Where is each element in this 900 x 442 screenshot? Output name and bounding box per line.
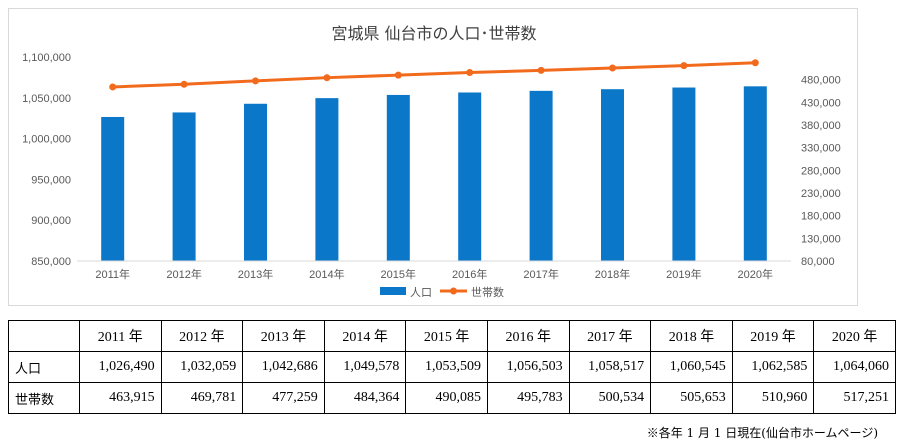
table-cell: 500,534: [568, 382, 652, 414]
table-header-cell: 2012 年: [160, 320, 244, 352]
point-households: [180, 80, 188, 88]
y-left-tick-label: 1,100,000: [22, 52, 71, 64]
x-tick-label: 2020年: [738, 267, 773, 281]
point-households: [394, 71, 402, 79]
y-right-tick-label: 180,000: [801, 211, 841, 223]
bar-population: [172, 112, 196, 262]
x-tick-label: 2013年: [238, 267, 273, 281]
table-cell: 484,364: [323, 382, 407, 414]
table-cell: 1,062,585: [731, 351, 815, 383]
table-cell: 1,026,490: [79, 351, 162, 383]
table-cell: 477,259: [242, 382, 325, 414]
table-cell: 490,085: [405, 382, 488, 414]
table-cell: 1,049,578: [323, 351, 407, 383]
y-left-tick-label: 950,000: [31, 174, 71, 186]
table-cell: 1,042,686: [242, 351, 325, 383]
population-households-chart: 宮城県 仙台市の人口･世帯数 850,000 900,000 950,000 1,000…: [22, 24, 841, 299]
table-cell: 469,781: [160, 382, 244, 414]
legend-label-population: 人口: [410, 286, 432, 299]
bar-population: [386, 94, 410, 262]
legend-swatch-population: [380, 287, 406, 295]
point-households: [466, 69, 474, 77]
y-right-tick-label: 230,000: [801, 188, 841, 200]
bar-population: [458, 92, 482, 261]
y-right-tick-label: 80,000: [801, 256, 835, 268]
table-header-cell: 2013 年: [242, 320, 325, 352]
point-households: [323, 74, 331, 82]
table-header-cell: 2019 年: [731, 320, 815, 352]
x-tick-label: 2012年: [166, 267, 201, 281]
point-households: [252, 77, 259, 85]
x-tick-label: 2015年: [381, 267, 416, 281]
table-header-cell: 2020 年: [813, 320, 896, 352]
y-right-tick-label: 480,000: [801, 75, 841, 87]
point-households: [751, 59, 759, 67]
bar-population: [672, 87, 696, 261]
table-header-row: 2011 年 2012 年 2013 年 2014 年 2015 年 2016 年 2017…: [8, 320, 896, 352]
point-households: [609, 64, 616, 72]
table-cell: 1,053,509: [405, 351, 488, 383]
x-tick-label: 2017年: [523, 267, 558, 281]
legend-marker-households: [450, 287, 457, 295]
table-cell: 495,783: [486, 382, 570, 414]
bar-population: [101, 116, 125, 261]
table-row: 人口 1,026,490 1,032,059 1,042,686 1,049,578 1,…: [8, 351, 896, 383]
table-header-cell: 2016 年: [486, 320, 570, 352]
table-row: 世帯数 463,915 469,781 477,259 484,364 490,085 49…: [8, 382, 896, 414]
y-left-tick-label: 1,000,000: [22, 134, 71, 146]
point-households: [680, 62, 688, 70]
table-header-cell: 2014 年: [323, 320, 407, 352]
y-right-tick-label: 280,000: [801, 165, 841, 177]
table-row-label: 世帯数: [8, 382, 80, 414]
x-tick-label: 2019年: [666, 267, 701, 281]
x-tick-label: 2018年: [595, 267, 630, 281]
table-cell: 1,060,545: [650, 351, 733, 383]
table-cell: 463,915: [79, 382, 162, 414]
table-header-cell: 2018 年: [650, 320, 733, 352]
line-households: [112, 61, 756, 89]
legend-label-households: 世帯数: [471, 286, 504, 299]
table-cell: 517,251: [813, 382, 896, 414]
y-right-tick-label: 430,000: [801, 97, 841, 109]
y-left-tick-label: 850,000: [31, 256, 71, 268]
y-right-tick-label: 130,000: [801, 233, 841, 245]
bar-population: [315, 98, 339, 262]
bar-population: [601, 89, 624, 261]
table-row-label: 人口: [8, 351, 80, 383]
table-header-cell: 2011 年: [79, 320, 162, 352]
point-households: [109, 83, 117, 91]
y-right-tick-label: 380,000: [801, 120, 841, 132]
table-cell: 1,064,060: [813, 351, 896, 383]
x-tick-label: 2011年: [95, 267, 130, 281]
table-cell: 1,058,517: [568, 351, 652, 383]
table-corner-cell: [8, 320, 80, 352]
data-table: 2011 年 2012 年 2013 年 2014 年 2015 年 2016 年 2017…: [8, 320, 896, 414]
y-right-tick-label: 330,000: [801, 143, 841, 155]
bar-population: [743, 86, 767, 261]
source-note: ※各年 1 月 1 日現在(仙台市ホームページ): [646, 426, 878, 440]
x-tick-label: 2016年: [452, 267, 487, 281]
table-cell: 510,960: [731, 382, 815, 414]
bar-population: [529, 90, 553, 261]
chart-container: 宮城県 仙台市の人口･世帯数 850,000 900,000 950,000 1,000…: [8, 8, 858, 306]
table-header-cell: 2015 年: [405, 320, 488, 352]
table-cell: 1,056,503: [486, 351, 570, 383]
y-left-tick-label: 900,000: [31, 215, 71, 227]
bar-population: [244, 103, 267, 262]
table-header-cell: 2017 年: [568, 320, 652, 352]
chart-title: 宮城県 仙台市の人口･世帯数: [331, 24, 536, 43]
x-tick-label: 2014年: [309, 267, 344, 281]
y-left-tick-label: 1,050,000: [22, 93, 71, 105]
point-households: [537, 66, 545, 74]
table-cell: 505,653: [650, 382, 733, 414]
table-cell: 1,032,059: [160, 351, 244, 383]
